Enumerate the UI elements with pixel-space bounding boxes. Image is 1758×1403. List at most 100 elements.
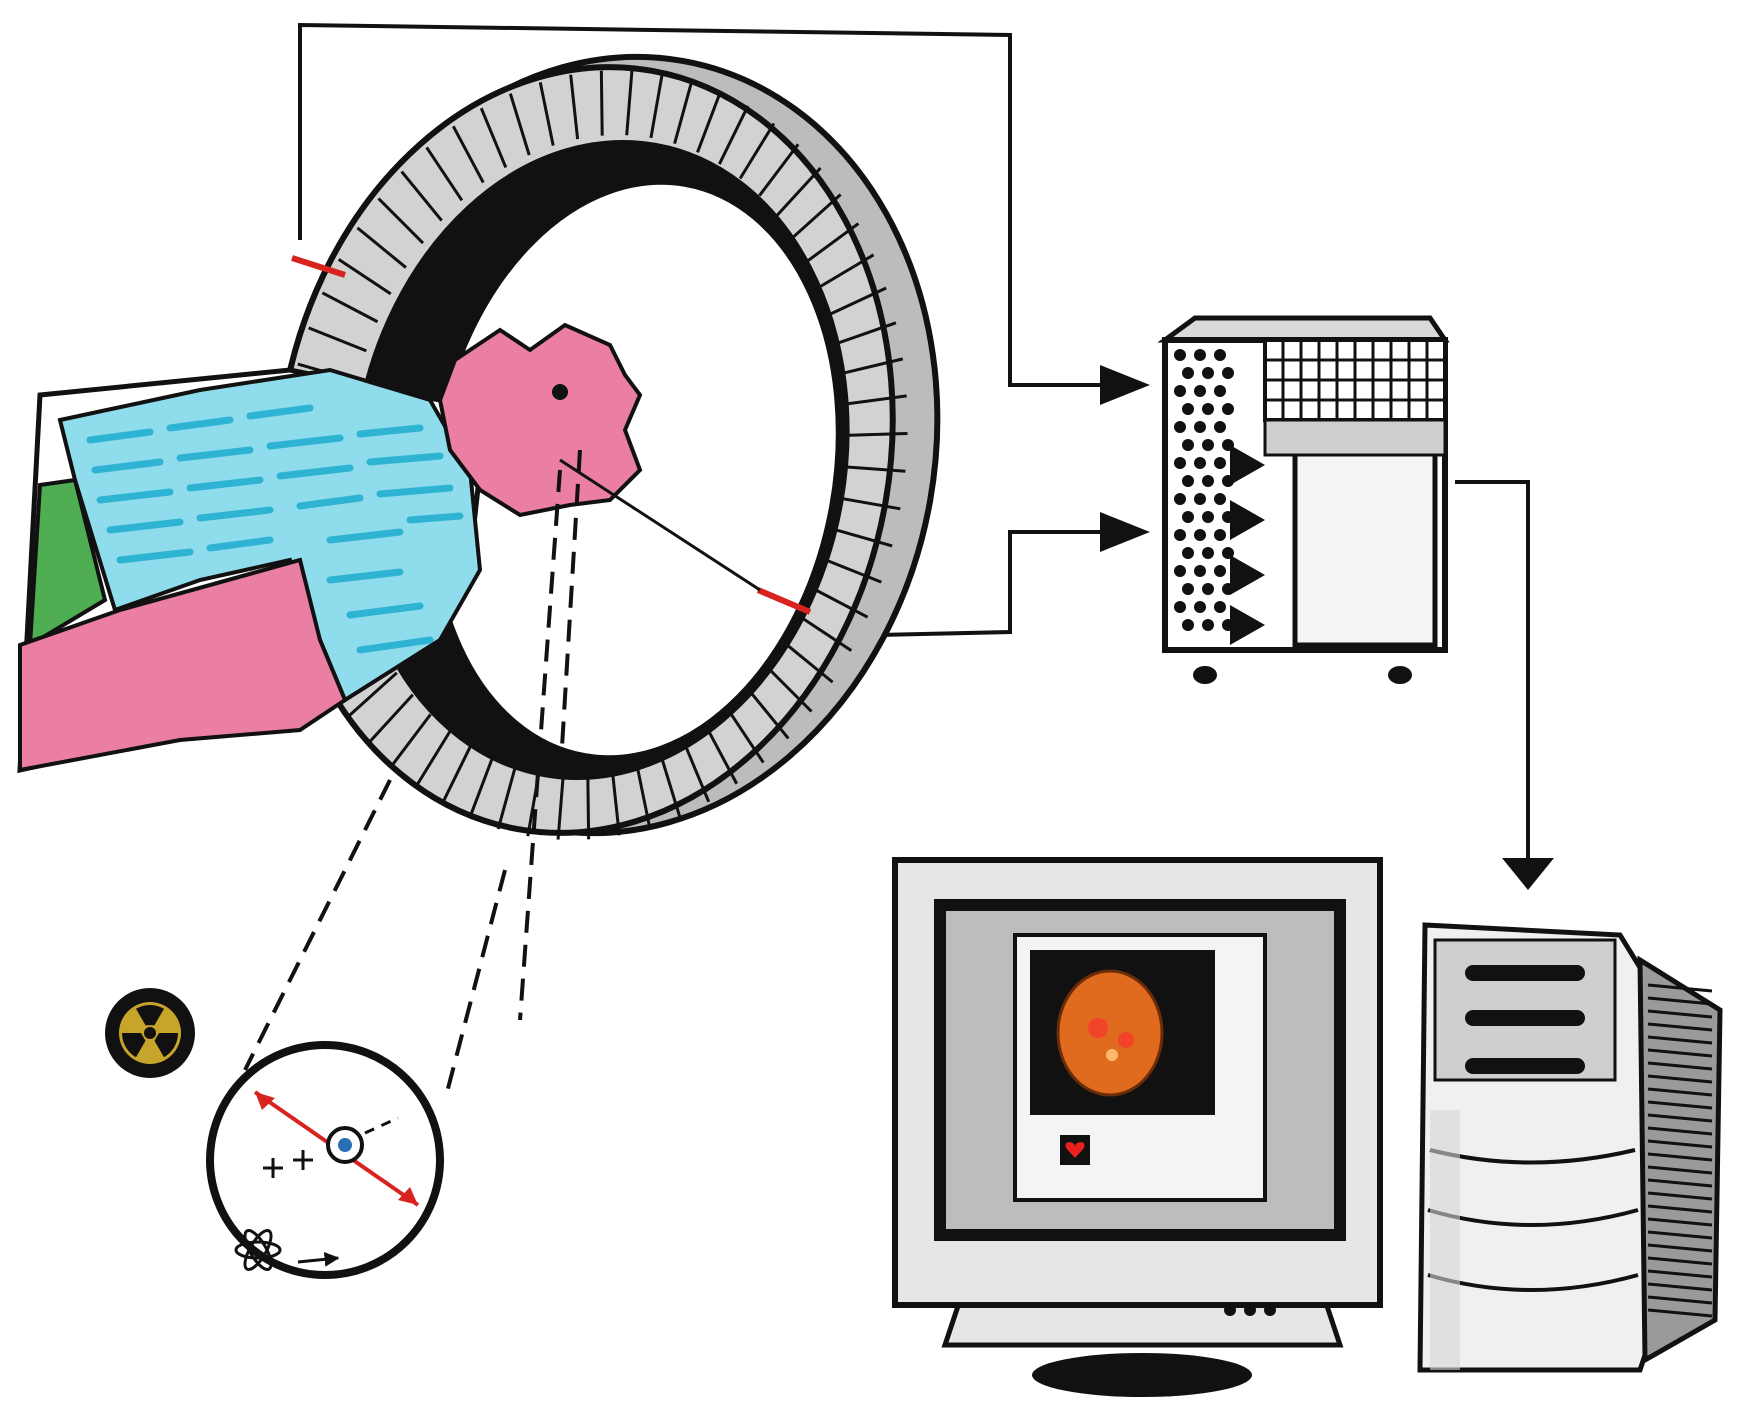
detector-segment (390, 713, 432, 767)
computer-monitor (892, 857, 1383, 1397)
detector-segment (841, 357, 904, 375)
detector-segment (538, 81, 555, 146)
vent-dot (1182, 619, 1194, 631)
vent-dot (1202, 367, 1214, 379)
tower-vent-line (1647, 1295, 1713, 1305)
bottom-signal-wire (879, 530, 1100, 637)
vent-dot (1194, 565, 1206, 577)
tower-vent-line (1647, 1230, 1713, 1240)
detector-segment (425, 146, 464, 202)
vent-dot (1174, 601, 1186, 613)
vent-dot (1202, 475, 1214, 487)
pillow (27, 477, 108, 649)
tower-vent-line (1647, 1178, 1713, 1188)
detector-segment (758, 143, 800, 197)
tower-vent-line (1647, 1204, 1713, 1214)
tower-vent-line (1647, 1256, 1713, 1266)
vent-dot (1214, 493, 1226, 505)
vent-dot (1214, 349, 1226, 361)
processor-drive-bay (1292, 447, 1438, 648)
blanket (57, 367, 483, 703)
detector-segment (696, 91, 722, 153)
vent-dot (1202, 439, 1214, 451)
detector-segment (508, 93, 531, 156)
radiation-blade (154, 1033, 178, 1058)
detector-segment (400, 170, 443, 222)
detector-segment (337, 258, 392, 296)
detector-segment (599, 70, 604, 136)
detector-segment (718, 105, 750, 165)
vent-dot (1182, 547, 1194, 559)
vent-dot (1194, 493, 1206, 505)
vent-dot (1222, 403, 1234, 415)
vent-dot (1174, 529, 1186, 541)
vent-dot (1182, 511, 1194, 523)
tower-vent-line (1647, 1048, 1713, 1058)
radiation-symbol-icon (105, 988, 195, 1078)
detector-segment (569, 74, 580, 140)
detector-segment (586, 774, 591, 840)
detector-segment (798, 614, 853, 652)
detector-segment (496, 765, 517, 830)
tower-vent-line (1647, 1035, 1713, 1045)
detector-segment (726, 708, 765, 764)
detector-segment (818, 253, 875, 289)
vent-dot (1202, 547, 1214, 559)
vent-dot (1202, 511, 1214, 523)
detector-segment (705, 726, 739, 785)
patient (17, 322, 761, 774)
positron-symbols (263, 1150, 313, 1178)
detector-segment (348, 671, 398, 717)
tower-vent-line (1647, 1217, 1713, 1227)
detector-segment (806, 222, 860, 263)
brain-scan-image (1056, 969, 1164, 1097)
tower-vent-line (1647, 1243, 1713, 1253)
detector-segment (673, 80, 694, 145)
tower-vent-line (1647, 1282, 1713, 1292)
tower-vent-line (1647, 1126, 1713, 1136)
patient-body (18, 557, 348, 773)
radiation-blade (136, 1005, 164, 1026)
tracer-source-dot (552, 384, 568, 400)
detector-segment (610, 770, 621, 836)
detector-segment (843, 465, 906, 473)
tower-vent-line (1647, 1074, 1713, 1084)
detector-segment (845, 431, 908, 437)
magnification-lines (243, 449, 582, 1101)
coincidence-processor (1157, 315, 1450, 684)
vent-dot (1194, 385, 1206, 397)
vent-dot (1182, 403, 1194, 415)
vent-dot (1202, 619, 1214, 631)
tower-vent-line (1647, 983, 1713, 993)
detector-hit-upper (291, 255, 346, 278)
vent-dot (1174, 349, 1186, 361)
vent-dot (1214, 529, 1226, 541)
vent-dot (1182, 475, 1194, 487)
tower-vent-line (1647, 1308, 1713, 1318)
vent-dot (1174, 565, 1186, 577)
annihilation-event-inset (206, 1041, 444, 1279)
vent-dot (1202, 583, 1214, 595)
detector-segment (844, 394, 907, 406)
vent-dot (1202, 403, 1214, 415)
detector-segment (747, 688, 790, 740)
processor-indicators (1230, 445, 1265, 645)
detector-segment (414, 730, 452, 788)
detector-segment (832, 527, 893, 548)
blanket-hatching (86, 404, 464, 654)
detector-segment (828, 286, 887, 316)
data-flow-arrow (1502, 858, 1554, 890)
motion-arrow (297, 1251, 340, 1267)
detector-segment (783, 641, 834, 684)
signal-wires (298, 22, 1100, 637)
vent-dot (1182, 367, 1194, 379)
detector-segment (659, 754, 682, 817)
top-signal-wire (298, 22, 1100, 387)
tower-vent-line (1647, 1165, 1713, 1175)
tower-vent-line (1647, 1113, 1713, 1123)
data-flow-wire (1455, 480, 1530, 860)
tower-vent-line (1647, 1009, 1713, 1019)
vent-dot (1214, 385, 1226, 397)
tracer-line (559, 458, 761, 592)
